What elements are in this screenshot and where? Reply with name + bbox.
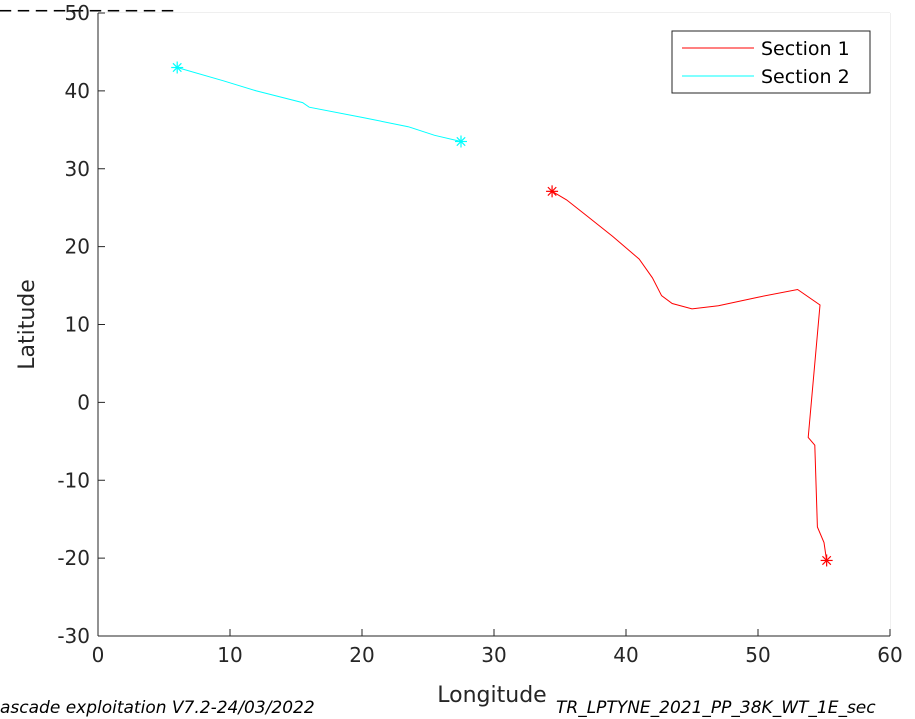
series-line-2 [177, 67, 462, 142]
x-tick-label: 60 [877, 643, 902, 667]
marker-stroke [822, 555, 832, 566]
series-1-asterisk-marker [546, 185, 559, 198]
y-tick-label: -20 [57, 546, 90, 570]
x-axis-label: Longitude [437, 683, 546, 708]
x-tick-label: 40 [613, 643, 638, 667]
marker-stroke [172, 62, 182, 73]
marker-stroke [456, 136, 466, 147]
series-2-asterisk-marker [455, 135, 467, 148]
chart-title-fragment: _ _ _ _ _ _ _ _ _ _ [0, 0, 174, 12]
x-tick-label: 0 [92, 643, 105, 667]
footer-right-text: TR_LPTYNE_2021_PP_38K_WT_1E_sec [556, 698, 876, 718]
y-tick-label: 10 [65, 313, 90, 337]
series-layer [171, 61, 833, 567]
x-tick-label: 10 [217, 643, 242, 667]
y-tick-label: 50 [65, 1, 90, 25]
x-tick-label: 50 [745, 643, 770, 667]
y-tick-label: -30 [57, 624, 90, 648]
marker-stroke [547, 186, 557, 196]
y-tick-label: 0 [77, 390, 90, 414]
legend-label-2: Section 2 [761, 66, 850, 88]
plot-area [97, 13, 890, 637]
footer-left-text: ascade exploitation V7.2-24/03/2022 [0, 698, 315, 718]
y-tick-label: 40 [65, 79, 90, 103]
legend: Section 1 Section 2 [671, 30, 871, 94]
series-1-asterisk-marker [820, 554, 833, 567]
x-tick-label: 20 [349, 643, 374, 667]
y-tick-label: 30 [65, 157, 90, 181]
legend-box [671, 30, 871, 94]
x-tick-label: 30 [481, 643, 506, 667]
series-2-asterisk-marker [171, 61, 184, 74]
y-axis-label: Latitude [15, 279, 40, 370]
series-line-1 [551, 190, 828, 561]
legend-label-1: Section 1 [761, 38, 850, 60]
tick-layer: 0 10 20 30 40 50 60 -30 -20 -10 0 10 20 30 40 50 [57, 1, 902, 667]
y-tick-label: 20 [65, 235, 90, 259]
y-tick-label: -10 [57, 468, 90, 492]
plot-background [98, 13, 890, 636]
